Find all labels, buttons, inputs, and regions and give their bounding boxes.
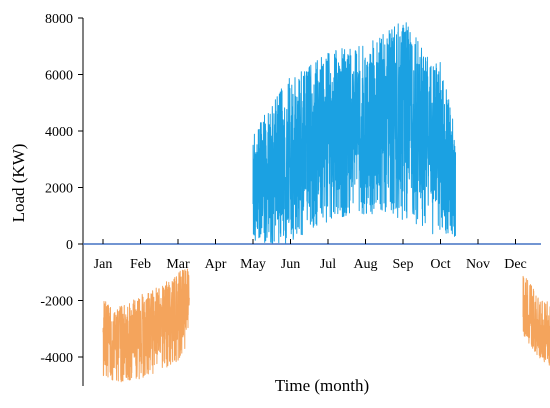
x-tick-label: Dec: [504, 257, 527, 272]
y-tick-label: 8000: [45, 12, 73, 27]
y-tick-label: -2000: [40, 295, 73, 310]
x-tick-label: Apr: [205, 257, 227, 272]
y-tick-label: 6000: [45, 69, 73, 84]
series-layer: [102, 22, 550, 383]
x-tick-label: Jul: [320, 257, 336, 272]
x-tick-label: Sep: [393, 257, 414, 272]
x-ticks: Jan Feb Mar Apr May Jun Jul Aug Sep Oct Nov Dec: [94, 239, 527, 272]
y-tick-label: 0: [66, 238, 73, 253]
x-tick-label: Feb: [130, 257, 151, 272]
y-ticks: -4000 -2000 0 2000 4000 6000 8000: [40, 12, 83, 366]
x-axis-title: Time (month): [275, 376, 369, 395]
x-tick-label: Aug: [353, 257, 377, 272]
y-tick-label: 2000: [45, 182, 73, 197]
x-tick-label: May: [240, 257, 266, 272]
x-tick-label: Nov: [466, 257, 490, 272]
y-axis-title: Load (KW): [9, 144, 28, 223]
y-tick-label: -4000: [40, 351, 73, 366]
series-line-0: [252, 22, 456, 245]
x-tick-label: Mar: [166, 257, 190, 272]
x-tick-label: Jun: [281, 257, 300, 272]
x-tick-label: Jan: [94, 257, 113, 272]
series-line-1: [102, 268, 190, 383]
series-line-2: [522, 275, 550, 366]
y-tick-label: 4000: [45, 125, 73, 140]
x-tick-label: Oct: [430, 257, 450, 272]
